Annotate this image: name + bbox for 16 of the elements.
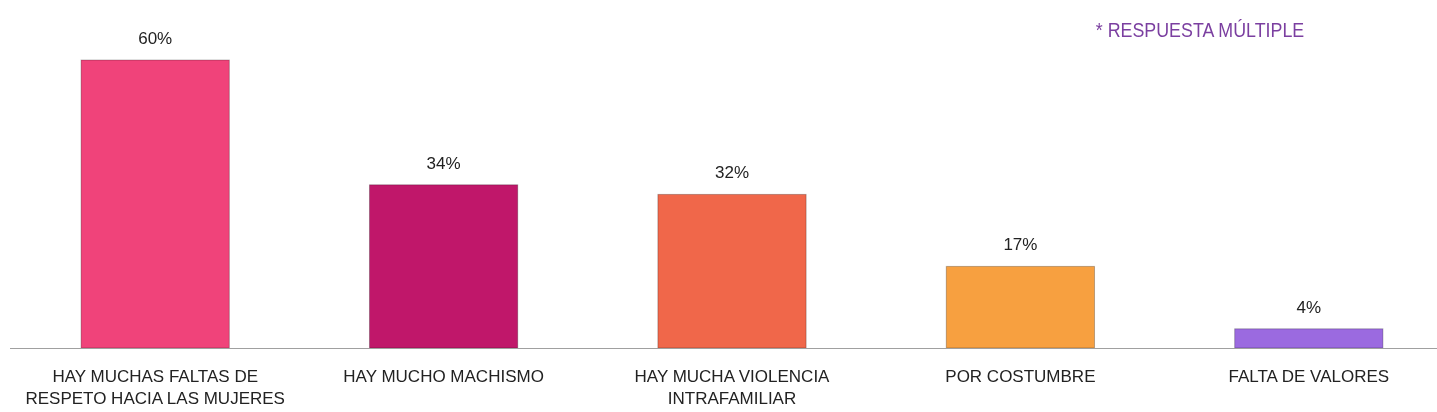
bar <box>368 184 519 349</box>
data-label: 60% <box>138 29 173 48</box>
x-tick-label: FALTA DE VALORES <box>1228 367 1390 386</box>
x-tick-label: HAY MUCHA VIOLENCIA INTRAFAMILIAR <box>634 367 831 408</box>
data-label: 17% <box>1003 235 1038 255</box>
text: * RESPUESTA MÚLTIPLE <box>1095 17 1305 42</box>
bar <box>657 193 807 349</box>
bar <box>1234 328 1384 349</box>
bar <box>80 59 230 349</box>
bar <box>945 265 1096 349</box>
data-label: 34% <box>426 153 461 173</box>
x-tick-label: HAY MUCHAS FALTAS DE RESPETO HACIA LAS MUJERES <box>25 367 285 408</box>
data-label: 32% <box>714 163 750 183</box>
x-tick-label: HAY MUCHO MACHISMO <box>343 367 544 386</box>
x-tick-label: POR COSTUMBRE <box>945 367 1096 386</box>
data-label: 4% <box>1296 297 1322 317</box>
